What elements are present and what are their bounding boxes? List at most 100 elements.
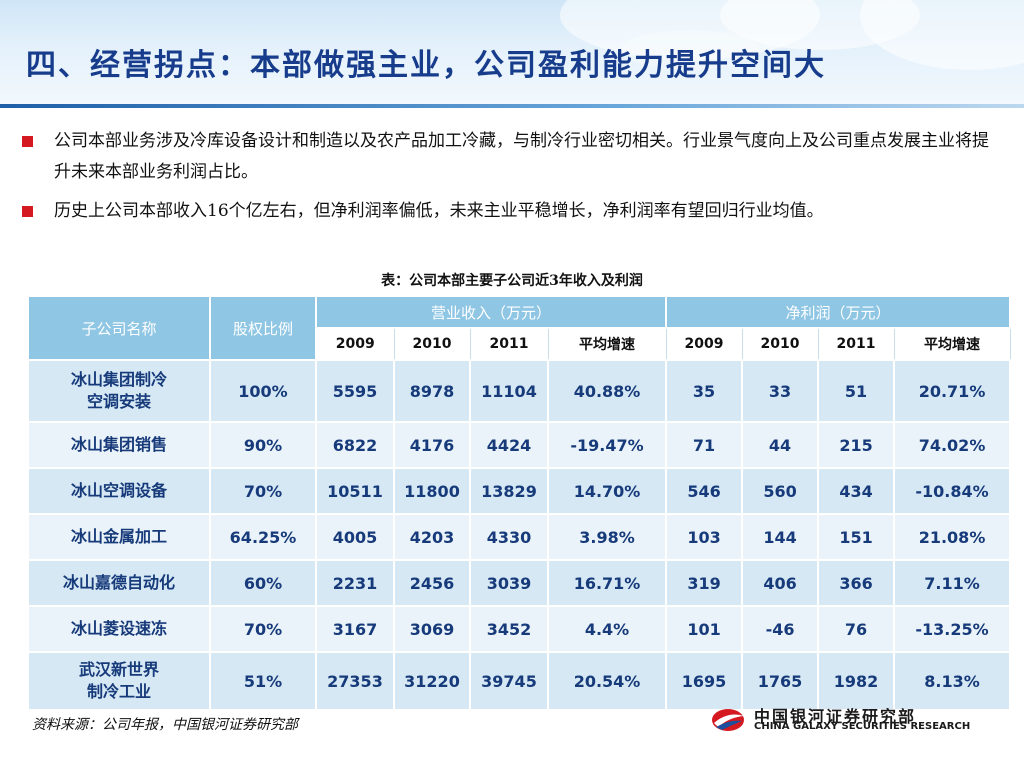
company-name-line: 制冷工业 xyxy=(86,682,151,701)
cell-r-growth: 3.98% xyxy=(546,513,668,561)
cell-share: 64.25% xyxy=(209,513,317,561)
cell-r2011: 13829 xyxy=(469,467,549,515)
table-caption: 表：公司本部主要子公司近3年收入及利润 xyxy=(381,273,643,289)
cell-p2010: 144 xyxy=(741,513,820,561)
company-name-cell: 冰山金属加工 xyxy=(27,513,211,561)
cell-r-growth: 40.88% xyxy=(546,359,668,423)
company-name-line: 冰山金属加工 xyxy=(70,527,167,546)
table-row: 武汉新世界 制冷工业 51% 27353 31220 39745 20.54% 1695 176… xyxy=(27,651,1012,711)
company-logo: 中国银河证券研究部 CHINA GALAXY SECURITIES RESEAR… xyxy=(710,705,1010,735)
growth-header: 平均增速 xyxy=(893,327,1011,361)
cell-p2009: 546 xyxy=(665,467,744,515)
bullet-list: 公司本部业务涉及冷库设备设计和制造以及农产品加工冷藏，与制冷行业密切相关。行业景… xyxy=(22,126,1002,235)
table-row: 冰山嘉德自动化 60% 2231 2456 3039 16.71% 319 406 366 7.1… xyxy=(27,559,1012,607)
company-name-line: 冰山集团销售 xyxy=(70,435,167,454)
cell-p-growth: -10.84% xyxy=(893,467,1012,515)
cell-share: 70% xyxy=(209,605,317,653)
cell-p2010: 406 xyxy=(741,559,820,607)
cell-p2010: 1765 xyxy=(741,651,820,711)
cell-r2011: 4330 xyxy=(469,513,549,561)
company-name-cell: 冰山嘉德自动化 xyxy=(27,559,211,607)
company-name-cell: 冰山菱设速冻 xyxy=(27,605,211,653)
cell-p2011: 366 xyxy=(817,559,896,607)
year-header: 2009 xyxy=(315,327,395,361)
company-name-cell: 冰山空调设备 xyxy=(27,467,211,515)
cell-p-growth: 8.13% xyxy=(893,651,1012,711)
cell-p2009: 35 xyxy=(665,359,744,423)
table-row: 冰山金属加工 64.25% 4005 4203 4330 3.98% 103 144 151 21… xyxy=(27,513,1012,561)
company-name-line: 冰山空调设备 xyxy=(70,481,167,500)
cell-p2009: 101 xyxy=(665,605,744,653)
table-row: 冰山集团制冷 空调安装 100% 5595 8978 11104 40.88% 35 33 51 2… xyxy=(27,359,1012,423)
cell-r-growth: -19.47% xyxy=(546,421,668,469)
cell-p2010: 560 xyxy=(741,467,820,515)
cell-r2009: 4005 xyxy=(315,513,395,561)
cell-p-growth: 20.71% xyxy=(893,359,1012,423)
header-divider xyxy=(0,104,1024,108)
cell-r2011: 4424 xyxy=(469,421,549,469)
company-name-cell: 冰山集团销售 xyxy=(27,421,211,469)
cell-p2010: 33 xyxy=(741,359,820,423)
cell-p2009: 319 xyxy=(665,559,744,607)
cell-r2009: 3167 xyxy=(315,605,395,653)
cell-p-growth: 21.08% xyxy=(893,513,1012,561)
cell-p2011: 151 xyxy=(817,513,896,561)
year-header: 2011 xyxy=(469,327,549,361)
logo-english-text: CHINA GALAXY SECURITIES RESEARCH xyxy=(754,721,971,732)
cell-share: 60% xyxy=(209,559,317,607)
logo-chinese-text: 中国银河证券研究部 xyxy=(754,707,917,726)
cell-r-growth: 20.54% xyxy=(546,651,668,711)
cell-p2011: 51 xyxy=(817,359,896,423)
year-header: 2009 xyxy=(665,327,743,361)
table-row: 冰山菱设速冻 70% 3167 3069 3452 4.4% 101 -46 76 -13.25% xyxy=(27,605,1012,653)
cell-p2009: 71 xyxy=(665,421,744,469)
company-name-line: 空调安装 xyxy=(86,392,151,411)
cell-p2011: 76 xyxy=(817,605,896,653)
slide-header: 四、经营拐点：本部做强主业，公司盈利能力提升空间大 xyxy=(0,0,1024,104)
cell-p-growth: 74.02% xyxy=(893,421,1012,469)
cell-share: 70% xyxy=(209,467,317,515)
cell-p2011: 215 xyxy=(817,421,896,469)
square-bullet-icon xyxy=(22,136,33,147)
cell-p2009: 1695 xyxy=(665,651,744,711)
table-row: 冰山空调设备 70% 10511 11800 13829 14.70% 546 560 434-… xyxy=(27,467,1012,515)
year-header: 2010 xyxy=(393,327,471,361)
growth-header: 平均增速 xyxy=(547,327,667,361)
cell-r2010: 2456 xyxy=(393,559,471,607)
cell-p2011: 434 xyxy=(817,467,896,515)
page-title: 四、经营拐点：本部做强主业，公司盈利能力提升空间大 xyxy=(26,48,826,83)
cell-share: 51% xyxy=(209,651,317,711)
cell-r2009: 5595 xyxy=(315,359,395,423)
header-revenue: 营业收入（万元） xyxy=(314,295,668,329)
bullet-item: 历史上公司本部收入16个亿左右，但净利润率偏低，未来主业平稳增长，净利润率有望回… xyxy=(22,196,1002,227)
cell-r2009: 10511 xyxy=(315,467,395,515)
cell-p2011: 1982 xyxy=(817,651,896,711)
company-name-line: 武汉新世界 xyxy=(78,660,159,679)
cell-r2010: 3069 xyxy=(393,605,471,653)
cell-r2009: 2231 xyxy=(315,559,395,607)
cell-r2011: 3039 xyxy=(469,559,549,607)
cell-share: 90% xyxy=(209,421,317,469)
source-note: 资料来源：公司年报，中国银河证券研究部 xyxy=(32,717,298,733)
cloud-decoration xyxy=(620,30,760,70)
header-company: 子公司名称 xyxy=(27,295,211,361)
square-bullet-icon xyxy=(22,206,33,217)
cell-r2011: 39745 xyxy=(469,651,549,711)
bullet-text: 历史上公司本部收入16个亿左右，但净利润率偏低，未来主业平稳增长，净利润率有望回… xyxy=(54,201,824,221)
year-header: 2010 xyxy=(741,327,819,361)
cell-share: 100% xyxy=(209,359,317,423)
cell-r2010: 4203 xyxy=(393,513,471,561)
cell-p-growth: 7.11% xyxy=(893,559,1012,607)
cell-r2010: 8978 xyxy=(393,359,471,423)
cell-p2010: -46 xyxy=(741,605,820,653)
subsidiary-table: 子公司名称 股权比例 营业收入（万元） 净利润（万元） 2009 2010 20… xyxy=(27,295,1012,711)
year-header: 2011 xyxy=(817,327,895,361)
header-profit: 净利润（万元） xyxy=(665,295,1012,329)
cell-p2010: 44 xyxy=(741,421,820,469)
galaxy-logo-icon xyxy=(712,709,744,731)
cell-r2010: 11800 xyxy=(393,467,471,515)
cloud-decoration xyxy=(860,0,1024,70)
header-share: 股权比例 xyxy=(209,295,317,361)
cell-r-growth: 14.70% xyxy=(546,467,668,515)
company-name-line: 冰山嘉德自动化 xyxy=(62,573,175,592)
